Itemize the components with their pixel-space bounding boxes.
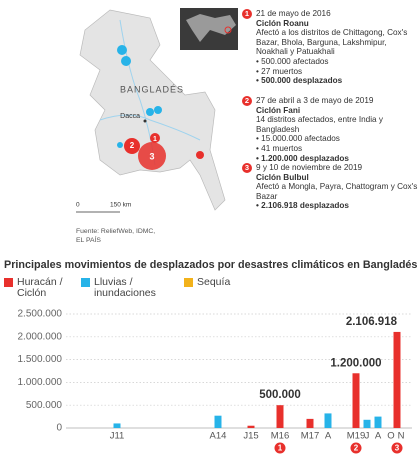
event-name: Ciclón Bulbul [256, 172, 309, 182]
data-label: 2.106.918 [346, 316, 398, 328]
y-tick-label: 1.500.000 [18, 354, 63, 365]
y-tick-label: 1.000.000 [18, 377, 63, 388]
map: BANGLADÉS Dacca 1 2 3 0 150 km [68, 0, 240, 218]
x-tick-label: A14 [210, 431, 227, 442]
bar [113, 423, 121, 428]
map-marker [146, 108, 154, 116]
map-number: 3 [149, 151, 154, 161]
city-label: Dacca [120, 113, 140, 120]
x-tick-label: M17 [301, 431, 319, 442]
event-description: Afectó a Mongla, Payra, Chattogram y Cox… [256, 182, 418, 201]
source: Fuente: ReliefWeb, IDMC, EL PAÍS [76, 228, 156, 244]
map-marker [196, 151, 204, 159]
y-tick-label: 0 [56, 423, 62, 434]
annotation-body: 21 de mayo de 2016 Ciclón Roanu Afectó a l… [256, 9, 418, 86]
bar [306, 418, 314, 428]
legend-item: Sequía [184, 277, 247, 299]
event-displaced: • 2.106.918 desplazados [256, 201, 349, 211]
legend-label: Sequía [197, 276, 231, 288]
event-displaced: • 1.200.000 desplazados [256, 153, 349, 163]
event-marker [350, 442, 362, 454]
event-name: Ciclón Roanu [256, 18, 309, 28]
x-tick-label: J11 [110, 431, 125, 442]
map-marker [121, 56, 131, 66]
map-marker [138, 142, 166, 170]
event-number: 2 [242, 96, 252, 106]
map-marker [117, 45, 127, 55]
x-tick-label: O [387, 431, 394, 442]
event-description: Afectó a los distritos de Chittagong, Co… [256, 28, 408, 57]
annotation: 3 9 y 10 de noviembre de 2019 Ciclón Bulbu… [242, 163, 418, 211]
legend-swatch [184, 278, 193, 287]
event-number: 1 [242, 9, 252, 19]
legend-label: Huracán / Ciclón [17, 276, 63, 299]
bar [324, 413, 332, 428]
bar [393, 331, 401, 428]
chart-title: Principales movimientos de desplazados p… [4, 259, 418, 271]
event-name: Ciclón Fani [256, 105, 301, 115]
event-description: 14 distritos afectados, entre India y Ba… [256, 115, 383, 134]
annotation-body: 27 de abril a 3 de mayo de 2019 Ciclón Fa… [256, 96, 418, 163]
bar [247, 425, 255, 428]
inset-highlight [224, 26, 232, 34]
inset-land [186, 14, 236, 42]
event-marker [391, 442, 403, 454]
bar [276, 405, 284, 428]
event-marker-number: 3 [395, 444, 400, 453]
scale-zero: 0 [76, 202, 80, 209]
scale-label: 150 km [110, 202, 131, 209]
legend-swatch [4, 278, 13, 287]
y-tick-label: 500.000 [26, 400, 63, 411]
event-bullet: • 27 muertos [256, 66, 303, 76]
x-tick-label: J [365, 431, 370, 442]
x-tick-label: A [375, 431, 382, 442]
event-date: 21 de mayo de 2016 [256, 9, 331, 18]
annotation: 2 27 de abril a 3 de mayo de 2019 Ciclón F… [242, 96, 418, 163]
legend-item: Lluvias / inundaciones [81, 277, 172, 299]
event-date: 27 de abril a 3 de mayo de 2019 [256, 96, 374, 105]
event-number: 3 [242, 163, 252, 173]
data-label: 500.000 [259, 389, 301, 401]
x-tick-label: M16 [271, 431, 289, 442]
legend-item: Huracán / Ciclón [4, 277, 69, 299]
x-tick-label: J15 [243, 431, 258, 442]
event-bullet: • 15.000.000 afectados [256, 134, 340, 144]
map-marker [154, 106, 162, 114]
event-date: 9 y 10 de noviembre de 2019 [256, 163, 363, 172]
map-number: 2 [130, 141, 135, 150]
bar [363, 419, 371, 428]
legend-swatch [81, 278, 90, 287]
map-marker [150, 133, 160, 143]
legend: Huracán / Ciclón Lluvias / inundaciones Se… [4, 277, 259, 299]
x-tick-label: A [325, 431, 332, 442]
annotation: 1 21 de mayo de 2016 Ciclón Roanu Afectó a … [242, 9, 418, 86]
bar [352, 373, 360, 428]
x-tick-label: N [398, 431, 405, 442]
map-marker [117, 142, 123, 148]
legend-label: Lluvias / inundaciones [94, 276, 156, 299]
data-label: 1.200.000 [330, 357, 381, 369]
y-tick-label: 2.500.000 [18, 309, 63, 320]
event-marker-number: 1 [278, 444, 283, 453]
y-tick-label: 2.000.000 [18, 331, 63, 342]
map-marker [124, 138, 140, 154]
bar [214, 415, 222, 428]
city-dot [143, 119, 147, 123]
country-label: BANGLADÉS [120, 84, 184, 94]
annotation-body: 9 y 10 de noviembre de 2019 Ciclón Bulbul… [256, 163, 418, 211]
event-bullet: • 41 muertos [256, 143, 303, 153]
event-displaced: • 500.000 desplazados [256, 76, 343, 86]
event-bullet: • 500.000 afectados [256, 56, 329, 66]
bar [374, 416, 382, 428]
x-tick-label: M19 [347, 431, 365, 442]
event-marker [274, 442, 286, 454]
event-marker-number: 2 [354, 444, 359, 453]
map-number: 1 [153, 136, 157, 143]
